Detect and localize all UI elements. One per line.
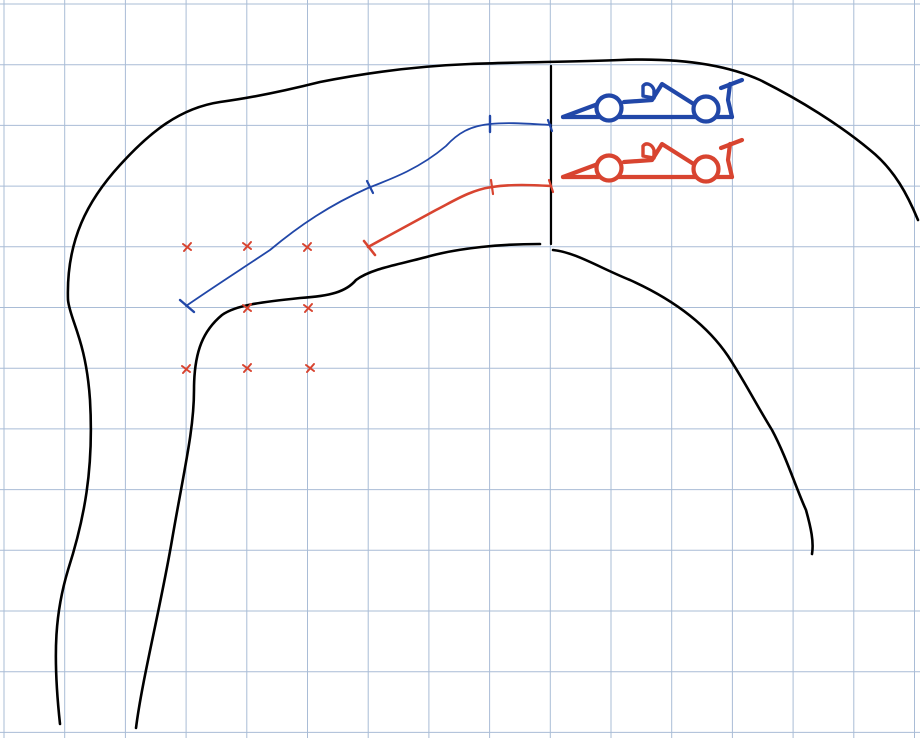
red-car-rear-wing	[718, 137, 745, 180]
blue-car-cockpit	[621, 81, 703, 111]
race-track	[54, 58, 920, 730]
blue-car-rear-wheel	[691, 94, 721, 124]
blue-car-driver-helmet	[641, 82, 656, 100]
track-inner-edge	[134, 242, 542, 730]
blue-racing-line	[178, 114, 554, 314]
grid-cross	[242, 241, 252, 251]
grid-cross	[181, 364, 191, 374]
blue-line-marker	[178, 298, 196, 314]
blue-car-rear-wing	[718, 77, 745, 120]
grid-cross	[305, 363, 315, 373]
track-outer-edge	[54, 58, 920, 726]
red-line-marker	[489, 178, 495, 196]
grid-cross	[303, 303, 313, 313]
red-line-marker	[547, 178, 555, 194]
blue-line-marker	[546, 118, 554, 133]
blue-car-front-wheel	[594, 93, 624, 123]
grid-cross	[182, 242, 192, 252]
grid-cross	[242, 363, 252, 373]
red-line-marker	[362, 239, 377, 257]
red-car-front-wheel	[594, 153, 624, 183]
red-car-rear-wheel	[691, 154, 721, 184]
blue-race-car	[560, 77, 745, 124]
grid-cross	[302, 242, 312, 252]
grid-cross	[242, 303, 252, 313]
red-car-driver-helmet	[641, 142, 656, 160]
blue-car-nose	[560, 101, 601, 120]
red-car-cockpit	[621, 141, 703, 171]
red-car-nose	[560, 161, 601, 180]
blue-line-marker	[365, 179, 375, 195]
track-inner-edge-right	[551, 248, 814, 556]
grid-crosses	[181, 241, 315, 374]
red-racing-line	[362, 178, 555, 257]
red-race-car	[560, 137, 745, 184]
red-racing-line-path	[366, 183, 553, 249]
